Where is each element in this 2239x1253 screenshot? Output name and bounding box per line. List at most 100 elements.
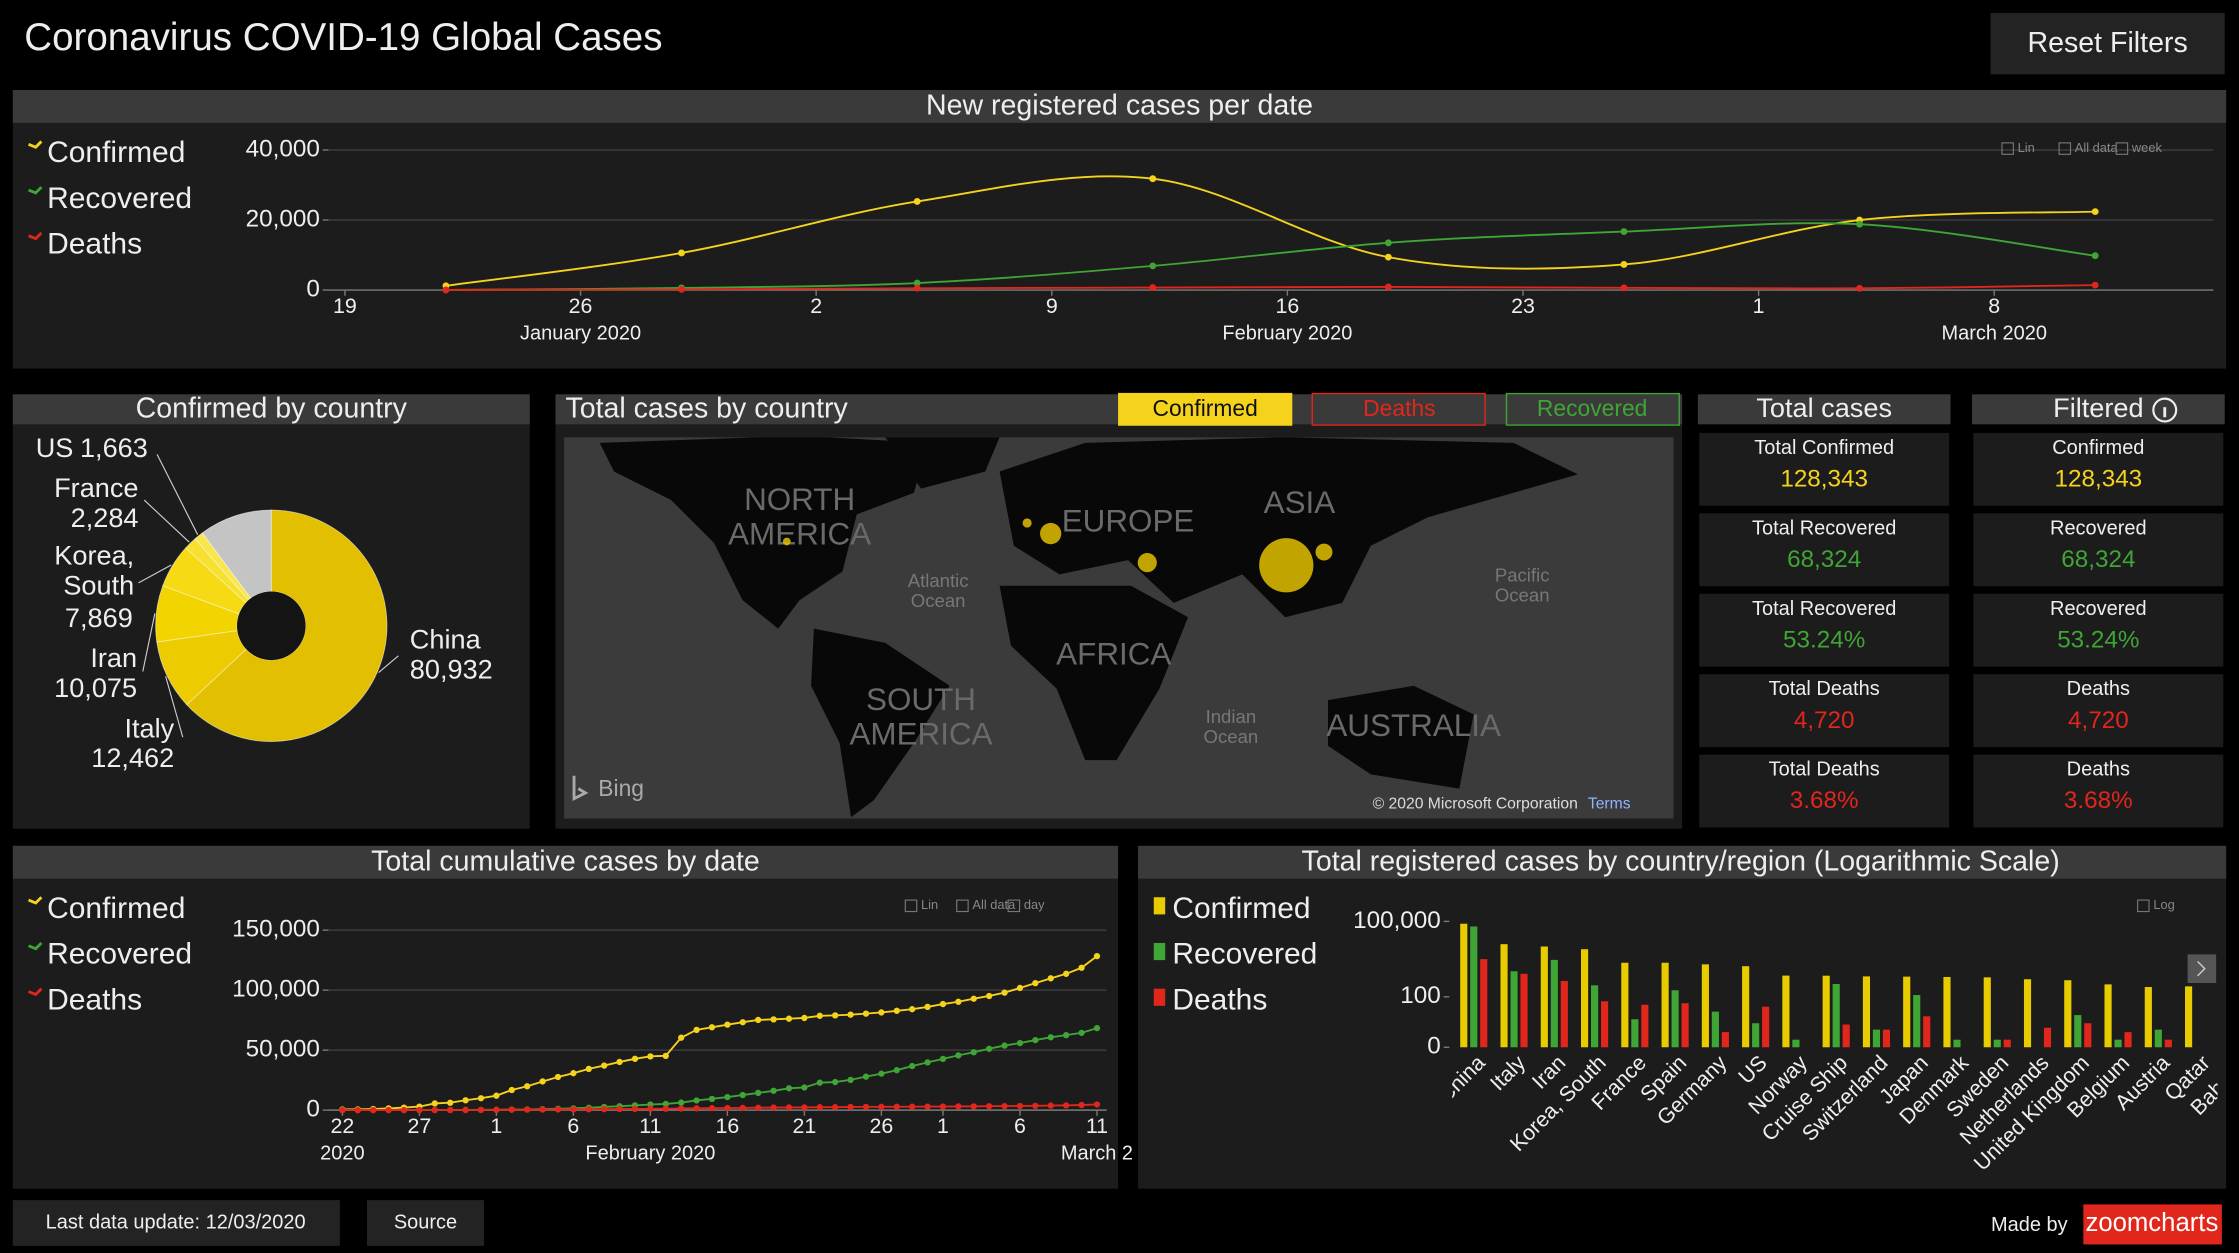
point (508, 1106, 515, 1113)
point (955, 1103, 962, 1110)
map-attribution: © 2020 Microsoft Corporation (1373, 796, 1578, 813)
reset-label[interactable]: Reset Filters (2028, 27, 2188, 59)
kpi-value: 3.68% (1790, 787, 1859, 814)
bar (1983, 977, 1991, 1048)
legend-marker (28, 941, 43, 951)
bar (2154, 1029, 2162, 1048)
kpi-box (1699, 513, 1950, 587)
toolbar-icon (2137, 899, 2150, 913)
bar (1550, 959, 1558, 1048)
map-bubble (782, 537, 791, 546)
map-label: SOUTH AMERICA (849, 682, 993, 752)
bar (1872, 1029, 1881, 1048)
point (447, 1106, 454, 1114)
map-button-label[interactable]: Recovered (1537, 395, 1647, 421)
page-title: Coronavirus COVID-19 Global Cases (24, 16, 662, 59)
y-tick-label: 50,000 (246, 1036, 320, 1063)
point (524, 1106, 531, 1113)
map-button-label[interactable]: Confirmed (1153, 395, 1258, 421)
leader-line (156, 454, 199, 535)
point (1620, 284, 1628, 292)
point (339, 1106, 346, 1114)
bar (1842, 1024, 1850, 1048)
map-terms[interactable]: Terms (1588, 796, 1631, 813)
bar (2164, 1039, 2172, 1048)
bar (1460, 923, 1468, 1048)
bar (2043, 1027, 2052, 1048)
point (801, 1104, 808, 1111)
point (1149, 175, 1157, 183)
kpi-label: Confirmed (2052, 437, 2144, 459)
source-button[interactable] (366, 1200, 485, 1246)
point (1856, 220, 1864, 228)
bar (1882, 1029, 1891, 1048)
point (416, 1106, 423, 1114)
point (770, 1016, 777, 1023)
toolbar-label: Lin (921, 897, 938, 912)
point (909, 1062, 916, 1070)
x-tick-label: 22 (330, 1114, 354, 1138)
bar (2144, 987, 2152, 1048)
point (739, 1091, 746, 1099)
map-button[interactable] (1118, 392, 1293, 426)
point (878, 1103, 885, 1110)
bar (1520, 973, 1528, 1048)
point (1620, 261, 1628, 268)
source-label[interactable]: Source (394, 1211, 457, 1233)
point (816, 1079, 823, 1086)
scroll-button[interactable] (2187, 954, 2217, 983)
point (616, 1105, 623, 1113)
reset-button[interactable] (1990, 12, 2225, 75)
line (445, 222, 2096, 291)
point (1093, 1024, 1101, 1032)
point (2091, 252, 2099, 260)
logo[interactable]: zoomcharts (2085, 1209, 2218, 1237)
map-label: NORTH AMERICA (728, 482, 872, 552)
x-tick-label: 19 (333, 294, 357, 318)
point (601, 1106, 608, 1113)
kpi-value: 53.24% (1783, 626, 1865, 653)
kpi-value: 3.68% (2064, 787, 2133, 814)
toolbar-icon (2001, 142, 2014, 155)
point (801, 1084, 808, 1091)
map-button-label[interactable]: Deaths (1363, 395, 1435, 421)
point (1149, 284, 1157, 292)
map-button[interactable] (1311, 392, 1486, 426)
point (913, 284, 921, 292)
point (462, 1097, 469, 1104)
panel-header (12, 394, 530, 425)
bar (1993, 1039, 2001, 1048)
map-bubble (1315, 543, 1333, 561)
kpi-box (1973, 513, 2224, 587)
point (1063, 1102, 1070, 1109)
pie-category-label: Italy (124, 712, 174, 743)
legend-marker (1153, 942, 1166, 961)
legend-marker (28, 186, 43, 195)
x-tick-label: 16 (715, 1114, 739, 1138)
point (1016, 984, 1024, 992)
map-button[interactable] (1505, 392, 1680, 426)
pie-value-label: 12,462 (91, 742, 174, 773)
pie-value-label: 2,284 (71, 502, 139, 533)
point (678, 285, 685, 293)
panel-title: New registered cases per date (926, 90, 1313, 122)
panel-title: Total cases by country (565, 393, 848, 425)
x-group-label: 2020 (320, 1143, 364, 1165)
point (893, 1067, 900, 1074)
bar (2114, 1039, 2122, 1048)
leader-line (165, 676, 184, 738)
map-label: Pacific Ocean (1494, 565, 1550, 606)
point (477, 1095, 485, 1102)
kpi-header (1697, 394, 1951, 425)
x-tick-label: 2 (810, 294, 822, 318)
point (970, 1103, 977, 1110)
toolbar-label: All data (972, 897, 1016, 912)
point (631, 1105, 639, 1113)
point (1047, 1102, 1054, 1109)
logo-box[interactable] (2083, 1204, 2222, 1245)
point (924, 1059, 931, 1066)
point (1620, 228, 1628, 236)
point (986, 1103, 993, 1110)
point (939, 1103, 947, 1110)
kpi-value: 128,343 (2055, 465, 2143, 492)
